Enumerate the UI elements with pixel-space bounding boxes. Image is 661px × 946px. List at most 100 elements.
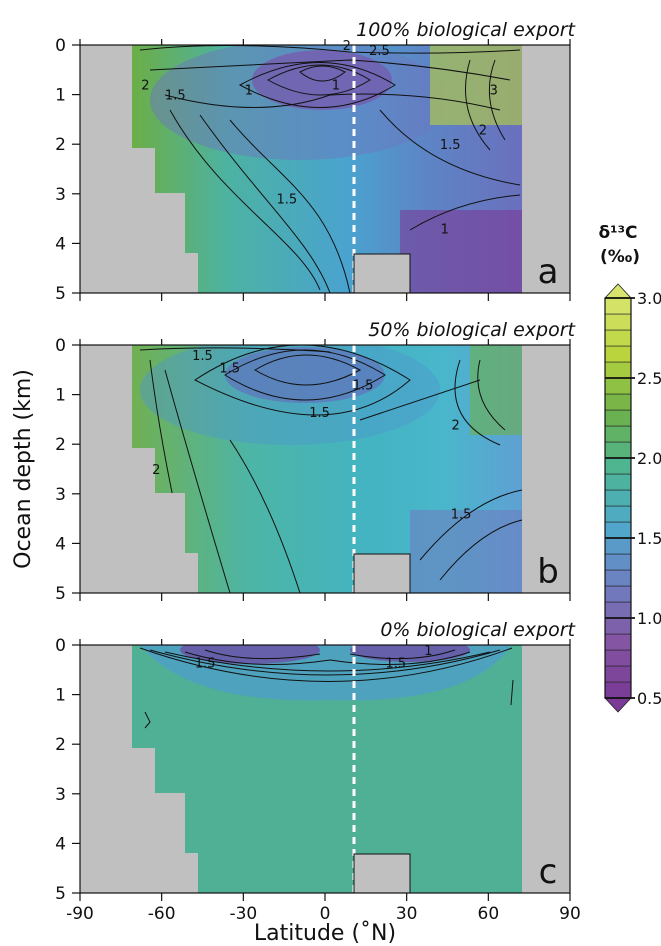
- colorbar-block: [604, 345, 632, 363]
- colorbar-block: [604, 377, 632, 395]
- colorbar-block: [604, 297, 632, 315]
- colorbar-block: [604, 425, 632, 443]
- contour-label: 1.5: [192, 349, 213, 364]
- colorbar-block: [604, 537, 632, 555]
- contour-label: 1: [424, 644, 432, 659]
- high-north-a: [430, 45, 522, 125]
- deep-north-a: [400, 210, 522, 293]
- land-west-b: [80, 345, 198, 593]
- contour-label: 1.5: [440, 138, 461, 153]
- y-tick-label: 0: [55, 36, 66, 56]
- colorbar-block: [604, 441, 632, 459]
- contour-label: 1.5: [353, 379, 374, 394]
- colorbar-block: [604, 521, 632, 539]
- ridge-a: [353, 253, 411, 294]
- contour-labels-c: 1.5 1.5 1: [195, 644, 433, 671]
- land-west-a: [80, 45, 198, 293]
- colorbar-tick-label: 2.0: [637, 449, 661, 468]
- contour-label: 1.5: [219, 361, 240, 376]
- colorbar-tick-label: 3.0: [637, 289, 661, 308]
- panel-a: 100% biological export a 21.5 1 11.52 2.532…: [79, 19, 577, 294]
- colorbar-block: [604, 473, 632, 491]
- colorbar-block: [604, 409, 632, 427]
- y-tick-label: 2: [55, 135, 66, 155]
- colorbar-block: [604, 489, 632, 507]
- y-tick-label: 1: [55, 386, 66, 406]
- colorbar-block: [604, 681, 632, 699]
- colorbar-block: [604, 313, 632, 331]
- colorbar-block: [604, 585, 632, 603]
- y-tick-label: 3: [55, 785, 66, 805]
- colorbar-block: [604, 505, 632, 523]
- colorbar-block: [604, 649, 632, 667]
- y-tick-label: 3: [55, 485, 66, 505]
- colorbar-units: (‰): [600, 247, 640, 267]
- x-tick-label: 30: [396, 904, 418, 924]
- colorbar-block: [604, 361, 632, 379]
- x-tick-label: 0: [320, 904, 331, 924]
- x-tick-label: -60: [148, 904, 176, 924]
- contour-label: 2: [152, 463, 160, 478]
- land-east-a: [522, 45, 570, 293]
- y-tick-label: 4: [55, 834, 66, 854]
- panel-letter-a: a: [538, 252, 559, 292]
- colorbar-block: [604, 633, 632, 651]
- y-axis-title: Ocean depth (km): [11, 369, 36, 569]
- colorbar-tick-label: 0.5: [637, 689, 661, 708]
- colorbar-block: [604, 393, 632, 411]
- contour-label: 2: [452, 418, 460, 433]
- contour-label: 2: [343, 39, 351, 54]
- contour-labels-a: 2 1.5 1 1 1.5 2 2.5 3 2 1.5 1: [141, 39, 498, 238]
- contour-label: 2.5: [369, 44, 390, 59]
- panel-b: 50% biological export b 1.51.51.51.5221.…: [79, 319, 577, 594]
- x-tick-label: -90: [66, 904, 94, 924]
- y-tick-label: 5: [55, 584, 66, 604]
- land-east-b: [522, 345, 570, 593]
- contours-a: [139, 45, 521, 293]
- x-tick-label: -30: [229, 904, 257, 924]
- colorbar-blocks: [604, 283, 632, 713]
- y-tick-label: 2: [55, 735, 66, 755]
- panel-title-b: 50% biological export: [368, 319, 576, 341]
- land-east-c: [522, 645, 570, 893]
- contour-label: 1: [245, 84, 253, 99]
- y-tick-label: 3: [55, 185, 66, 205]
- y-tick-label: 1: [55, 86, 66, 106]
- ridge-c: [353, 853, 411, 894]
- colorbar-tick-label: 1.0: [637, 609, 661, 628]
- y-tick-label: 5: [55, 284, 66, 304]
- x-axis-title: Latitude (˚N): [254, 921, 396, 946]
- low-halo-a: [150, 45, 450, 160]
- low-halo-b: [140, 345, 440, 445]
- y-tick-label: 2: [55, 435, 66, 455]
- colorbar-max-arrow: [604, 283, 632, 299]
- colorbar-block: [604, 665, 632, 683]
- colorbar-min-arrow: [604, 697, 632, 713]
- contour-label: 1: [441, 222, 449, 237]
- contours-c: [139, 647, 514, 729]
- panel-title-a: 100% biological export: [356, 19, 576, 41]
- colorbar-block: [604, 601, 632, 619]
- colorbar-ticks: 0.5 1.0 1.5 2.0 2.5 3.0: [605, 289, 661, 708]
- panel-letter-c: c: [539, 852, 558, 892]
- colorbar-tick-label: 2.5: [637, 369, 661, 388]
- x-tick-label: 60: [478, 904, 500, 924]
- contour-label: 1.5: [385, 656, 406, 671]
- contour-label: 1.5: [309, 406, 330, 421]
- contour-label: 1.5: [451, 508, 472, 523]
- y-tick-label: 4: [55, 234, 66, 254]
- y-tick-label: 5: [55, 884, 66, 904]
- contours-b: [139, 345, 523, 593]
- y-tick-label: 1: [55, 686, 66, 706]
- colorbar-block: [604, 553, 632, 571]
- contour-labels-b: 1.5 1.5 1.5 1.5 2 2 1.5: [152, 349, 471, 523]
- panel-title-c: 0% biological export: [380, 619, 576, 641]
- land-west-c: [80, 645, 198, 893]
- y-tick-label: 4: [55, 534, 66, 554]
- colorbar-block: [604, 569, 632, 587]
- colorbar-block: [604, 329, 632, 347]
- colorbar-block: [604, 457, 632, 475]
- panel-letter-b: b: [537, 552, 559, 592]
